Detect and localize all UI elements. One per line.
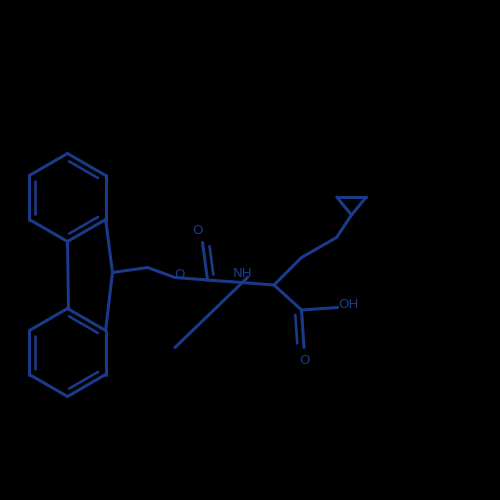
Text: NH: NH: [232, 267, 252, 280]
Text: O: O: [192, 224, 203, 237]
Text: O: O: [174, 268, 184, 281]
Text: OH: OH: [338, 298, 358, 312]
Text: O: O: [299, 354, 310, 366]
